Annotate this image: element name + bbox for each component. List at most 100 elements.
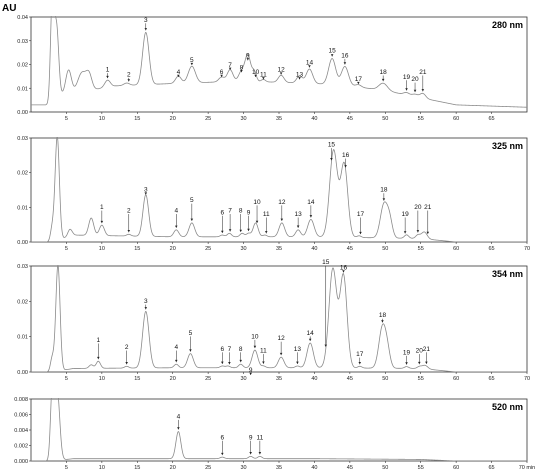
x-tick-label: 65 xyxy=(489,246,495,252)
peak-arrowhead xyxy=(417,361,421,365)
peak-arrowhead xyxy=(144,307,148,310)
x-tick-label: 15 xyxy=(134,376,140,382)
peak-label: 20 xyxy=(411,76,419,83)
y-tick-label: 0.02 xyxy=(17,63,28,69)
peak-arrowhead xyxy=(221,452,224,456)
peak-label: 14 xyxy=(307,199,315,206)
peak-label: 17 xyxy=(357,211,365,218)
x-tick-label: 10 xyxy=(99,116,105,122)
peak-arrowhead xyxy=(253,345,257,349)
peak-label: 9 xyxy=(247,209,251,216)
peak-label: 1 xyxy=(97,337,101,344)
x-tick-label: 70 xyxy=(524,246,530,252)
x-tick-label: 35 xyxy=(276,465,282,471)
x-tick-label: 50 xyxy=(382,465,388,471)
peak-arrowhead xyxy=(106,75,109,79)
peak-label: 6 xyxy=(221,346,225,353)
x-tick-label: 30 xyxy=(241,246,247,252)
peak-arrowhead xyxy=(144,192,148,195)
x-tick-label: 30 xyxy=(241,116,247,122)
peak-arrowhead xyxy=(344,165,347,168)
peak-arrowhead xyxy=(309,215,313,218)
peak-arrowhead xyxy=(249,452,252,455)
peak-arrowhead xyxy=(330,54,334,57)
peak-arrowhead xyxy=(228,229,232,232)
peak-label: 15 xyxy=(328,142,336,149)
peak-label: 5 xyxy=(190,57,194,64)
x-tick-label: 35 xyxy=(276,376,282,382)
peak-label: 4 xyxy=(177,69,181,76)
x-tick-label: 15 xyxy=(134,465,140,471)
x-tick-label: 20 xyxy=(170,246,176,252)
peak-label: 10 xyxy=(251,333,259,340)
x-tick-label: 40 xyxy=(311,376,317,382)
x-tick-label: 20 xyxy=(170,116,176,122)
panel-325-nm: 0.000.010.020.035 10 15 20 25 30 35 40 45 50 55 60 6… xyxy=(17,136,530,252)
peak-arrowhead xyxy=(220,74,223,77)
peak-arrowhead xyxy=(381,320,384,323)
y-tick-label: 0.02 xyxy=(17,171,28,177)
x-tick-label: 65 xyxy=(489,116,495,122)
plot-frame xyxy=(30,398,528,462)
y-tick-label: 0.00 xyxy=(17,110,28,116)
peak-label: 6 xyxy=(221,209,225,216)
peak-label: 5 xyxy=(190,197,194,204)
x-tick-label: 5 xyxy=(65,116,68,122)
peak-label: 11 xyxy=(260,348,267,355)
peak-label: 3 xyxy=(144,298,148,305)
peak-arrowhead xyxy=(127,79,131,82)
x-tick-label: 25 xyxy=(205,116,211,122)
peak-arrowhead xyxy=(343,62,347,65)
peak-arrowhead xyxy=(324,344,328,347)
x-tick-label: 35 xyxy=(276,246,282,252)
y-tick-label: 0.002 xyxy=(14,444,28,450)
x-tick-label: 60 xyxy=(453,376,459,382)
peak-label: 18 xyxy=(379,312,387,319)
peak-label: 4 xyxy=(174,344,178,351)
peak-label: 16 xyxy=(342,152,350,159)
peak-arrowhead xyxy=(381,78,385,82)
plot-frame xyxy=(30,265,528,373)
peak-label: 2 xyxy=(127,71,131,78)
x-tick-label: 25 xyxy=(205,376,211,382)
y-tick-label: 0.008 xyxy=(14,397,28,403)
peak-arrowhead xyxy=(221,230,224,234)
x-tick-label: 60 xyxy=(453,465,459,471)
peak-arrowhead xyxy=(100,220,104,224)
peak-label: 4 xyxy=(174,208,178,215)
x-tick-label: 30 xyxy=(241,465,247,471)
peak-label: 18 xyxy=(380,187,388,194)
peak-arrowhead xyxy=(264,231,268,234)
peak-arrowhead xyxy=(221,361,224,364)
panel-title: 354 nm xyxy=(492,269,523,279)
x-tick-label: 40 xyxy=(311,246,317,252)
x-tick-label: 5 xyxy=(65,246,68,252)
y-tick-label: 0.03 xyxy=(17,39,28,45)
peak-arrowhead xyxy=(249,372,252,375)
x-tick-label: 45 xyxy=(347,116,353,122)
y-tick-label: 0.02 xyxy=(17,299,28,305)
peak-label: 9 xyxy=(246,52,250,59)
x-tick-label: 65 xyxy=(489,376,495,382)
peak-arrowhead xyxy=(296,361,299,364)
peak-arrowhead xyxy=(228,67,232,70)
peak-label: 10 xyxy=(253,199,261,206)
peak-arrowhead xyxy=(177,427,180,430)
peak-arrowhead xyxy=(403,231,407,234)
peak-label: 5 xyxy=(189,330,193,337)
peak-label: 17 xyxy=(356,351,364,358)
peak-label: 13 xyxy=(295,211,303,218)
peak-arrowhead xyxy=(330,157,333,161)
x-tick-label: 5 xyxy=(65,376,68,382)
y-tick-label: 0.01 xyxy=(17,335,28,341)
peak-label: 8 xyxy=(239,208,243,215)
x-tick-label: 55 xyxy=(418,116,424,122)
panel-520-nm: 0.000 0.002 0.004 0.006 0.008 5 10 15 20 25 30 35 40… xyxy=(14,397,535,471)
peak-arrowhead xyxy=(97,356,100,360)
peak-label: 19 xyxy=(403,74,411,81)
peak-arrowhead xyxy=(405,88,408,91)
peak-arrowhead xyxy=(279,72,283,75)
peak-label: 11 xyxy=(263,211,270,218)
peak-label: 7 xyxy=(228,208,232,215)
peak-label: 10 xyxy=(252,69,260,76)
